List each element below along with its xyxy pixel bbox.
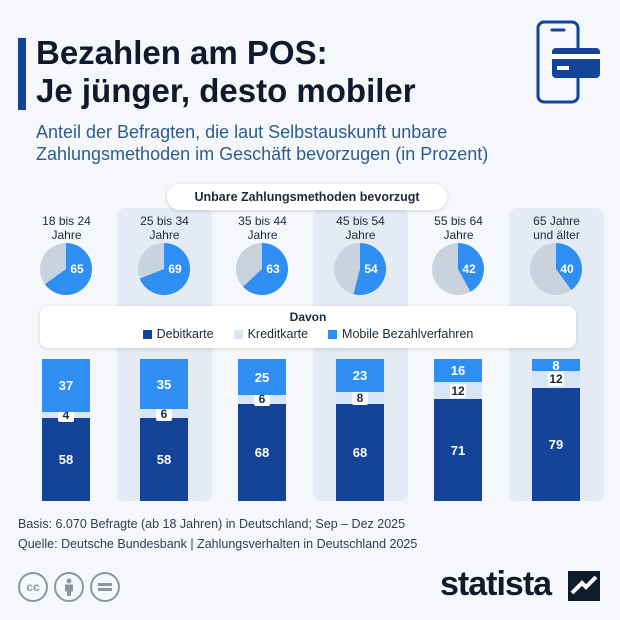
bar-value-label-debit: 68 (254, 444, 270, 460)
bar-value-label-mobile: 25 (254, 369, 270, 385)
bar-value-label-credit: 12 (548, 372, 564, 387)
pie-slice-cashless (556, 243, 582, 291)
legend-label-credit: Kreditkarte (247, 327, 309, 341)
chart-subtitle: Anteil der Befragten, die laut Selbstaus… (36, 122, 489, 164)
bar-value-label-credit: 6 (254, 392, 270, 407)
bar-segment-debit: 58 (42, 418, 90, 501)
legend-label-mobile: Mobile Bezahlverfahren (342, 327, 474, 341)
bar-segment-credit: 6 (140, 406, 188, 421)
bar-value-label-debit: 68 (352, 444, 368, 460)
attribution-icon (54, 572, 84, 602)
bar-segment-debit: 68 (238, 403, 286, 501)
legend-label-debit: Debitkarte (156, 327, 214, 341)
pie-slice-cashless (243, 243, 288, 295)
pie-chart: 40 (530, 243, 582, 295)
pie-value-label: 69 (168, 262, 182, 276)
age-group-label: 65 Jahre und älter (533, 214, 580, 242)
bar-segment-debit: 68 (336, 403, 384, 501)
bar-value-label-credit: 6 (156, 406, 172, 421)
legend-item-mobile: Mobile Bezahlverfahren (328, 327, 473, 341)
bar-segment-mobile: 25 (238, 359, 286, 396)
pie-chart: 42 (432, 243, 484, 295)
pie-chart: 54 (334, 243, 386, 295)
brand-wordmark: statista (440, 565, 552, 603)
bar-value-label-debit: 58 (58, 452, 74, 468)
statista-logo-icon (568, 571, 600, 601)
bar-value-label-mobile: 35 (156, 376, 172, 392)
license-icons: cc (18, 572, 120, 602)
no-derivatives-icon (90, 572, 120, 602)
legend-item-credit: Kreditkarte (233, 327, 309, 341)
legend-title: Davon (289, 310, 327, 324)
bar-segment-mobile: 8 (532, 357, 580, 373)
pie-value-label: 65 (70, 262, 84, 276)
pie-value-label: 63 (266, 262, 280, 276)
legend: Davon Debitkarte Kreditkarte Mobile Beza… (40, 306, 576, 348)
legend-swatch-debit (142, 329, 152, 339)
bar-value-label-debit: 58 (156, 452, 172, 468)
pie-chart: 63 (236, 243, 288, 295)
bar-value-label-mobile: 16 (450, 363, 466, 379)
bar-segment-mobile: 16 (434, 359, 482, 383)
bar-value-label-debit: 71 (450, 442, 466, 458)
bar-segment-credit: 4 (42, 408, 90, 423)
pie-section-label: Unbare Zahlungsmethoden bevorzugt (167, 184, 447, 210)
bar-segment-mobile: 37 (42, 359, 90, 413)
bar-value-label-debit: 79 (548, 437, 564, 452)
cc-icon: cc (18, 572, 48, 602)
bar-segment-credit: 8 (336, 391, 384, 406)
bar-value-label-mobile: 23 (352, 368, 368, 384)
footer-basis: Basis: 6.070 Befragte (ab 18 Jahren) in … (18, 517, 406, 531)
accent-bar (18, 38, 26, 110)
pie-slice-cashless (458, 243, 484, 292)
bar-segment-debit: 79 (532, 388, 580, 501)
bar-value-label-credit: 12 (450, 383, 466, 398)
bar-segment-debit: 58 (140, 418, 188, 501)
bar-segment-credit: 12 (532, 370, 580, 389)
pie-value-label: 42 (462, 262, 476, 276)
bar-segment-credit: 12 (434, 382, 482, 400)
pie-chart: 65 (40, 243, 92, 295)
age-group-label: 35 bis 44 Jahre (238, 214, 287, 242)
pie-slice-cashless (139, 243, 190, 295)
mobile-payment-icon (536, 20, 600, 104)
age-group-label: 18 bis 24 Jahre (42, 214, 91, 242)
legend-item-debit: Debitkarte (142, 327, 214, 341)
bar-segment-credit: 6 (238, 392, 286, 407)
age-group-label: 55 bis 64 Jahre (434, 214, 483, 242)
footer-source: Quelle: Deutsche Bundesbank | Zahlungsve… (18, 537, 418, 551)
bar-segment-mobile: 23 (336, 359, 384, 393)
legend-swatch-mobile (328, 329, 338, 339)
bar-value-label-credit: 8 (352, 391, 368, 406)
pie-chart: 69 (138, 243, 190, 295)
pie-value-label: 40 (560, 262, 574, 276)
pie-slice-cashless (44, 243, 92, 295)
chart-title: Bezahlen am POS: Je jünger, desto mobile… (36, 34, 416, 109)
bar-segment-debit: 71 (434, 399, 482, 501)
bar-segment-mobile: 35 (140, 359, 188, 410)
pie-slice-cashless (353, 243, 386, 295)
bar-value-label-mobile: 8 (552, 357, 560, 373)
age-group-label: 25 bis 34 Jahre (140, 214, 189, 242)
legend-swatch-credit (233, 329, 243, 339)
pie-value-label: 54 (364, 262, 378, 276)
bar-value-label-mobile: 37 (58, 378, 74, 394)
age-group-label: 45 bis 54 Jahre (336, 214, 385, 242)
